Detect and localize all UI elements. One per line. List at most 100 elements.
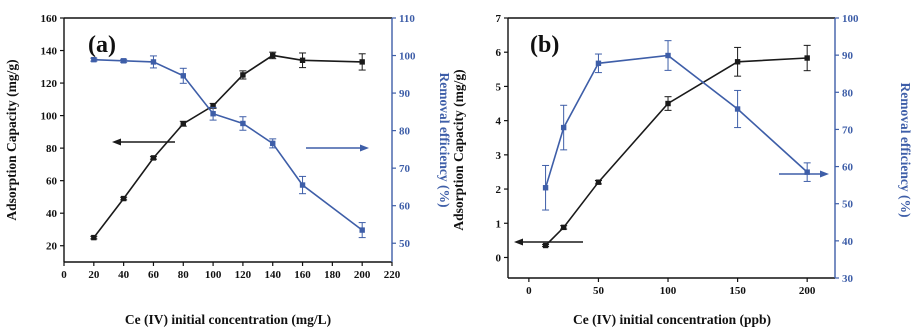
data-point [240,72,246,78]
x-tick-label: 60 [148,269,160,281]
data-point [270,52,276,59]
y2-tick-label: 70 [842,124,854,136]
y-tick-label: 120 [41,78,58,90]
y-tick-label: 80 [46,143,58,155]
y-tick-label: 140 [41,46,58,58]
series-line [544,54,808,188]
x-tick-label: 50 [593,285,605,297]
y2-tick-label: 60 [399,201,411,213]
x-tick-label: 100 [205,269,222,281]
x-axis-label: Ce (IV) initial concentration (mg/L) [125,312,331,327]
y2-tick-label: 90 [842,50,854,62]
y-tick-label: 0 [496,252,502,264]
panel-label: (a) [88,32,116,58]
arrow-head [360,144,369,152]
data-point [560,224,567,231]
data-point [150,155,157,161]
data-point [804,55,810,61]
data-point [150,59,157,65]
x-tick-label: 80 [178,269,190,281]
y-tick-label: 1 [496,218,502,230]
y2-tick-label: 100 [842,13,859,25]
x-tick-label: 160 [294,269,311,281]
x-tick-label: 150 [729,285,746,297]
y-tick-label: 5 [496,81,502,93]
y2-tick-label: 50 [399,238,411,250]
y2-tick-label: 80 [842,87,854,99]
y2-tick-label: 70 [399,163,411,175]
arrow-head [514,238,523,246]
y-tick-label: 3 [496,150,502,162]
x-tick-label: 200 [354,269,371,281]
data-point [210,111,216,117]
data-point [240,120,246,127]
arrow-head [820,170,829,178]
data-point [542,185,549,191]
y-tick-label: 2 [496,184,502,196]
x-tick-label: 0 [61,269,67,281]
data-point [91,56,97,63]
data-point [180,73,186,79]
y2-tick-label: 90 [399,88,411,100]
series-line [93,54,363,239]
data-point [270,140,276,147]
data-point [91,234,97,241]
data-point [595,179,602,185]
panel-label: (b) [530,32,559,58]
x-tick-label: 40 [118,269,130,281]
y2-tick-label: 110 [399,13,415,25]
x-tick-label: 200 [799,285,816,297]
x-tick-label: 100 [660,285,677,297]
series-removal-efficiency [542,40,811,211]
y2-tick-label: 30 [842,273,854,285]
x-tick-label: 220 [384,269,401,281]
x-tick-label: 180 [324,269,341,281]
data-point [595,60,602,67]
data-point [180,121,186,127]
data-point [299,57,306,63]
y-axis-label: Adsorption Capacity (mg/g) [451,69,466,230]
y2-axis-label: Removal efficiency (%) [898,83,913,218]
series-line [93,58,363,231]
y-tick-label: 60 [46,176,58,188]
chart-panel-a: 0 20 40 60 80 100 120 140 160 180 200 220 20 40 60 80 10… [4,13,452,327]
y-tick-label: 40 [46,208,58,220]
data-point [359,59,365,65]
x-tick-label: 20 [88,269,100,281]
arrow-head [112,138,121,146]
y2-tick-label: 100 [399,51,416,63]
y2-tick-label: 40 [842,236,854,248]
series-line [545,57,808,247]
y2-tick-label: 80 [399,126,411,138]
x-tick-label: 120 [235,269,252,281]
data-point [665,52,671,59]
x-tick-label: 0 [526,285,532,297]
data-point [734,106,741,112]
y-tick-label: 160 [41,13,58,25]
data-point [665,100,671,107]
y-tick-label: 6 [496,47,502,59]
series-adsorption-capacity [542,44,811,249]
data-point [542,242,549,249]
y-axis-label: Adsorption Capacity (mg/g) [4,59,19,220]
data-point [299,182,306,188]
y2-axis-label: Removal efficiency (%) [437,73,452,208]
x-axis-label: Ce (IV) initial concentration (ppb) [573,312,771,327]
data-point [120,58,127,64]
data-point [560,124,567,131]
chart-panel-b: 0 50 100 150 200 0 1 2 3 4 5 6 7 30 40 50 60 70 80 90 100 Ce … [451,13,913,327]
data-point [804,169,810,175]
y-tick-label: 20 [46,241,58,253]
x-tick-label: 140 [264,269,281,281]
y-tick-label: 100 [41,111,58,123]
series-adsorption-capacity [90,51,366,241]
data-point [734,59,741,65]
y-tick-label: 4 [496,116,502,128]
data-point [359,227,365,233]
data-point [210,103,216,109]
y2-tick-label: 50 [842,199,854,211]
y-tick-label: 7 [496,13,502,25]
data-point [120,195,127,202]
series-removal-efficiency [90,55,366,239]
